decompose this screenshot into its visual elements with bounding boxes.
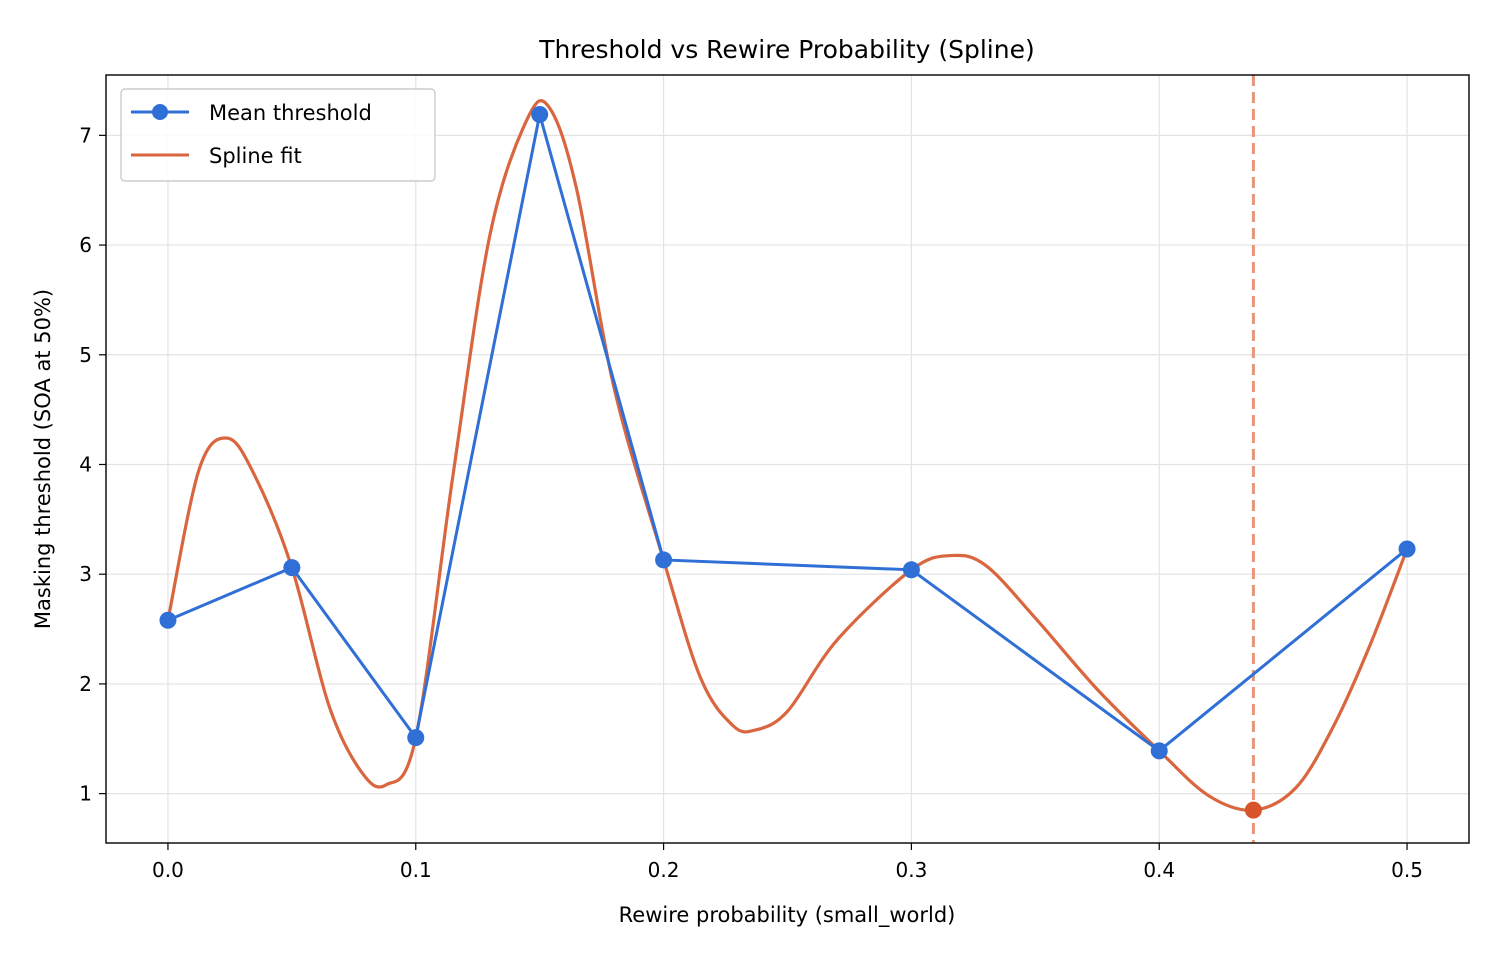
y-tick-label: 4 [79,452,92,476]
data-point-mean-threshold [159,611,177,629]
y-tick-label: 5 [79,343,92,367]
minimum-point [1244,801,1262,819]
y-tick-label: 3 [79,562,92,586]
data-point-mean-threshold [655,551,673,569]
y-tick-label: 2 [79,672,92,696]
x-tick-label: 0.2 [648,858,680,882]
data-point-mean-threshold [531,105,549,123]
y-axis-label: Masking threshold (SOA at 50%) [31,289,55,629]
data-point-mean-threshold [902,561,920,579]
plot-layer [159,75,1416,843]
x-tick-label: 0.1 [400,858,432,882]
legend-label-spline-fit: Spline fit [209,144,302,168]
data-point-mean-threshold [283,559,301,577]
data-point-mean-threshold [1150,742,1168,760]
grid-layer [106,75,1469,843]
y-tick-label: 6 [79,233,92,257]
data-point-mean-threshold [407,729,425,747]
x-tick-label: 0.3 [896,858,928,882]
y-tick-label: 1 [79,782,92,806]
legend-box [120,88,436,182]
y-tick-label: 7 [79,123,92,147]
legend-label-mean-threshold: Mean threshold [209,101,372,125]
x-tick-label: 0.4 [1143,858,1175,882]
tick-layer: 0.0 0.1 0.2 0.3 0.4 0.5 1 2 3 4 5 6 7 [79,123,1423,882]
data-point-mean-threshold [1398,540,1416,558]
series-line-mean-threshold [167,112,1408,753]
legend-marker-mean-threshold [152,104,168,120]
x-tick-label: 0.5 [1391,858,1423,882]
plot-frame [105,74,1470,844]
x-axis-label: Rewire probability (small_world) [619,903,956,928]
legend: Mean threshold Spline fit [120,88,436,182]
x-tick-label: 0.0 [152,858,184,882]
chart-title: Threshold vs Rewire Probability (Spline) [538,35,1034,64]
